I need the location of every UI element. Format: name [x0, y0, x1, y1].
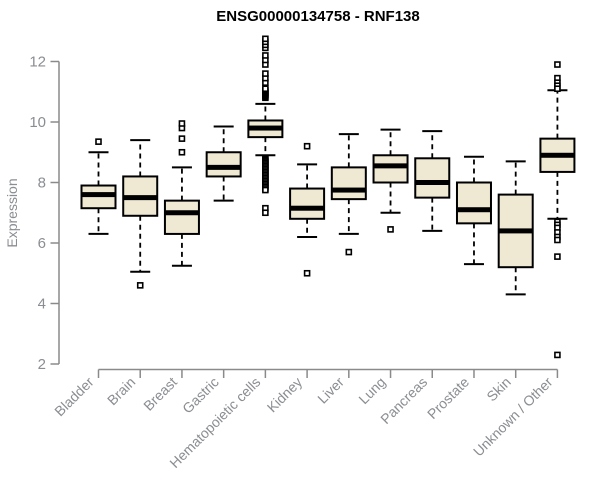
median-line — [206, 164, 241, 170]
box — [330, 166, 367, 201]
median-line — [81, 192, 116, 198]
x-tick-label: Prostate — [424, 374, 472, 422]
outlier-point — [262, 209, 269, 217]
outlier-point — [262, 70, 269, 77]
outlier-point — [262, 85, 269, 93]
outlier-point — [387, 226, 394, 233]
outlier-point — [554, 351, 561, 359]
boxplot-pancreas — [414, 130, 451, 232]
median-line — [498, 228, 533, 234]
outlier-point — [303, 269, 311, 277]
outlier-point — [345, 248, 353, 256]
x-tick-label: Brain — [104, 374, 138, 408]
median-line — [373, 163, 408, 169]
chart-title: ENSG00000134758 - RNF138 — [216, 8, 419, 25]
outlier-point — [554, 236, 561, 244]
boxplot-liver — [330, 133, 367, 256]
boxplot-skin — [497, 160, 534, 296]
outlier-point — [95, 138, 102, 145]
x-tick-label: Liver — [314, 374, 347, 407]
outlier-point — [262, 186, 269, 194]
y-tick-label: 12 — [29, 54, 46, 71]
boxplot-bladder — [80, 138, 117, 235]
outlier-point — [262, 52, 269, 59]
x-tick-label: Kidney — [264, 374, 306, 416]
boxplot-brain — [122, 139, 159, 289]
boxplot-gastric — [205, 125, 242, 202]
box — [205, 151, 242, 178]
x-tick-label: Skin — [483, 374, 514, 405]
outlier-point — [303, 142, 311, 150]
outlier-point — [178, 120, 186, 127]
boxplot-lung — [372, 128, 409, 233]
boxplot-kidney — [289, 142, 326, 277]
boxplot-prostate — [455, 155, 492, 266]
y-tick-label: 10 — [29, 114, 46, 131]
outlier-point — [554, 85, 561, 93]
y-tick-label: 6 — [38, 235, 46, 252]
y-tick-label: 8 — [38, 175, 46, 192]
median-line — [164, 210, 199, 216]
outlier-point — [178, 148, 186, 156]
outlier-point — [136, 282, 144, 289]
median-line — [415, 180, 450, 185]
outlier-point — [554, 253, 561, 260]
x-tick-label: Unknown / Other — [470, 374, 556, 460]
y-tick-label: 4 — [38, 296, 46, 313]
outlier-point — [554, 61, 561, 68]
median-line — [290, 205, 325, 211]
boxplots — [80, 35, 576, 359]
boxplot-hematopoietic-cells — [247, 35, 284, 217]
box — [163, 199, 200, 235]
box — [289, 187, 326, 220]
median-line — [540, 152, 575, 158]
box — [372, 154, 409, 184]
outlier-point — [262, 35, 269, 43]
y-tick-label: 2 — [38, 356, 46, 373]
box — [455, 181, 492, 225]
median-line — [331, 187, 366, 193]
median-line — [456, 207, 491, 213]
y-axis-title: Expression — [4, 178, 20, 247]
boxplot-breast — [163, 120, 200, 267]
x-tick-label: Bladder — [51, 374, 97, 420]
median-line — [123, 195, 158, 201]
box — [414, 157, 451, 199]
median-line — [248, 125, 283, 131]
boxplot-unknown-other — [539, 61, 576, 359]
outlier-point — [178, 135, 186, 142]
x-tick-label: Lung — [355, 374, 388, 407]
x-tick-label: Breast — [140, 374, 180, 414]
